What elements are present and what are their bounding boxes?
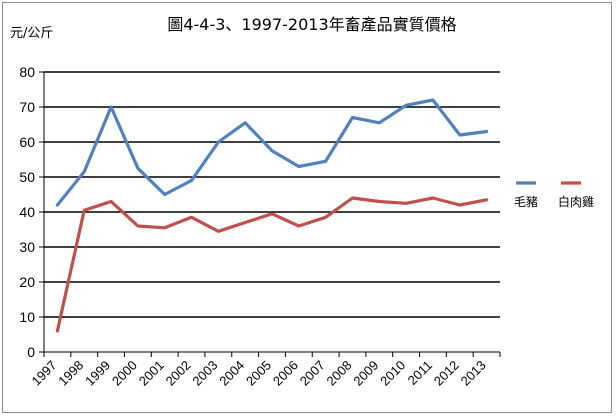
- y-tick-label-0: 0: [27, 344, 35, 360]
- y-tick-label-70: 70: [19, 99, 35, 115]
- chart-frame: [2, 2, 612, 413]
- x-tick-label-2009: 2009: [350, 358, 381, 389]
- x-tick-label-1998: 1998: [55, 358, 86, 389]
- series-line-2: [55, 196, 489, 333]
- axes: [39, 71, 501, 357]
- legend-label-2: 白肉雞: [558, 194, 594, 209]
- legend: 毛豬 白肉雞: [514, 181, 594, 209]
- y-tick-label-20: 20: [19, 274, 35, 290]
- x-tick-label-2001: 2001: [136, 358, 167, 389]
- y-tick-label-40: 40: [19, 204, 35, 220]
- x-tick-label-2004: 2004: [216, 358, 247, 389]
- x-tick-label-2013: 2013: [458, 358, 489, 389]
- x-tick-label-2012: 2012: [431, 358, 462, 389]
- x-tick-labels: 1997199819992000200120022003200420052006…: [28, 358, 488, 389]
- legend-label-1: 毛豬: [514, 195, 538, 209]
- x-tick-label-2006: 2006: [270, 358, 301, 389]
- x-tick-label-2005: 2005: [243, 358, 274, 389]
- x-tick-label-1997: 1997: [28, 358, 59, 389]
- y-axis-unit-label: 元/公斤: [10, 26, 53, 41]
- x-tick-label-1999: 1999: [82, 358, 113, 389]
- y-tick-label-50: 50: [19, 169, 35, 185]
- gridlines: [44, 71, 500, 318]
- y-tick-label-80: 80: [19, 64, 35, 80]
- series-lines: [55, 98, 489, 333]
- y-tick-label-60: 60: [19, 134, 35, 150]
- x-tick-label-2011: 2011: [405, 358, 435, 388]
- x-tick-label-2010: 2010: [377, 358, 408, 389]
- series-line-1: [55, 98, 489, 207]
- x-tick-label-2002: 2002: [163, 358, 194, 389]
- x-tick-label-2003: 2003: [189, 358, 220, 389]
- x-tick-label-2007: 2007: [297, 358, 328, 389]
- x-tick-label-2008: 2008: [324, 358, 355, 389]
- y-tick-labels: 0 10 20 30 40 50 60 70 80: [19, 64, 35, 360]
- y-tick-label-10: 10: [19, 309, 35, 325]
- chart-title: 圖4-4-3、1997-2013年畜產品實質價格: [167, 15, 456, 34]
- x-tick-label-2000: 2000: [109, 358, 140, 389]
- y-tick-label-30: 30: [19, 239, 35, 255]
